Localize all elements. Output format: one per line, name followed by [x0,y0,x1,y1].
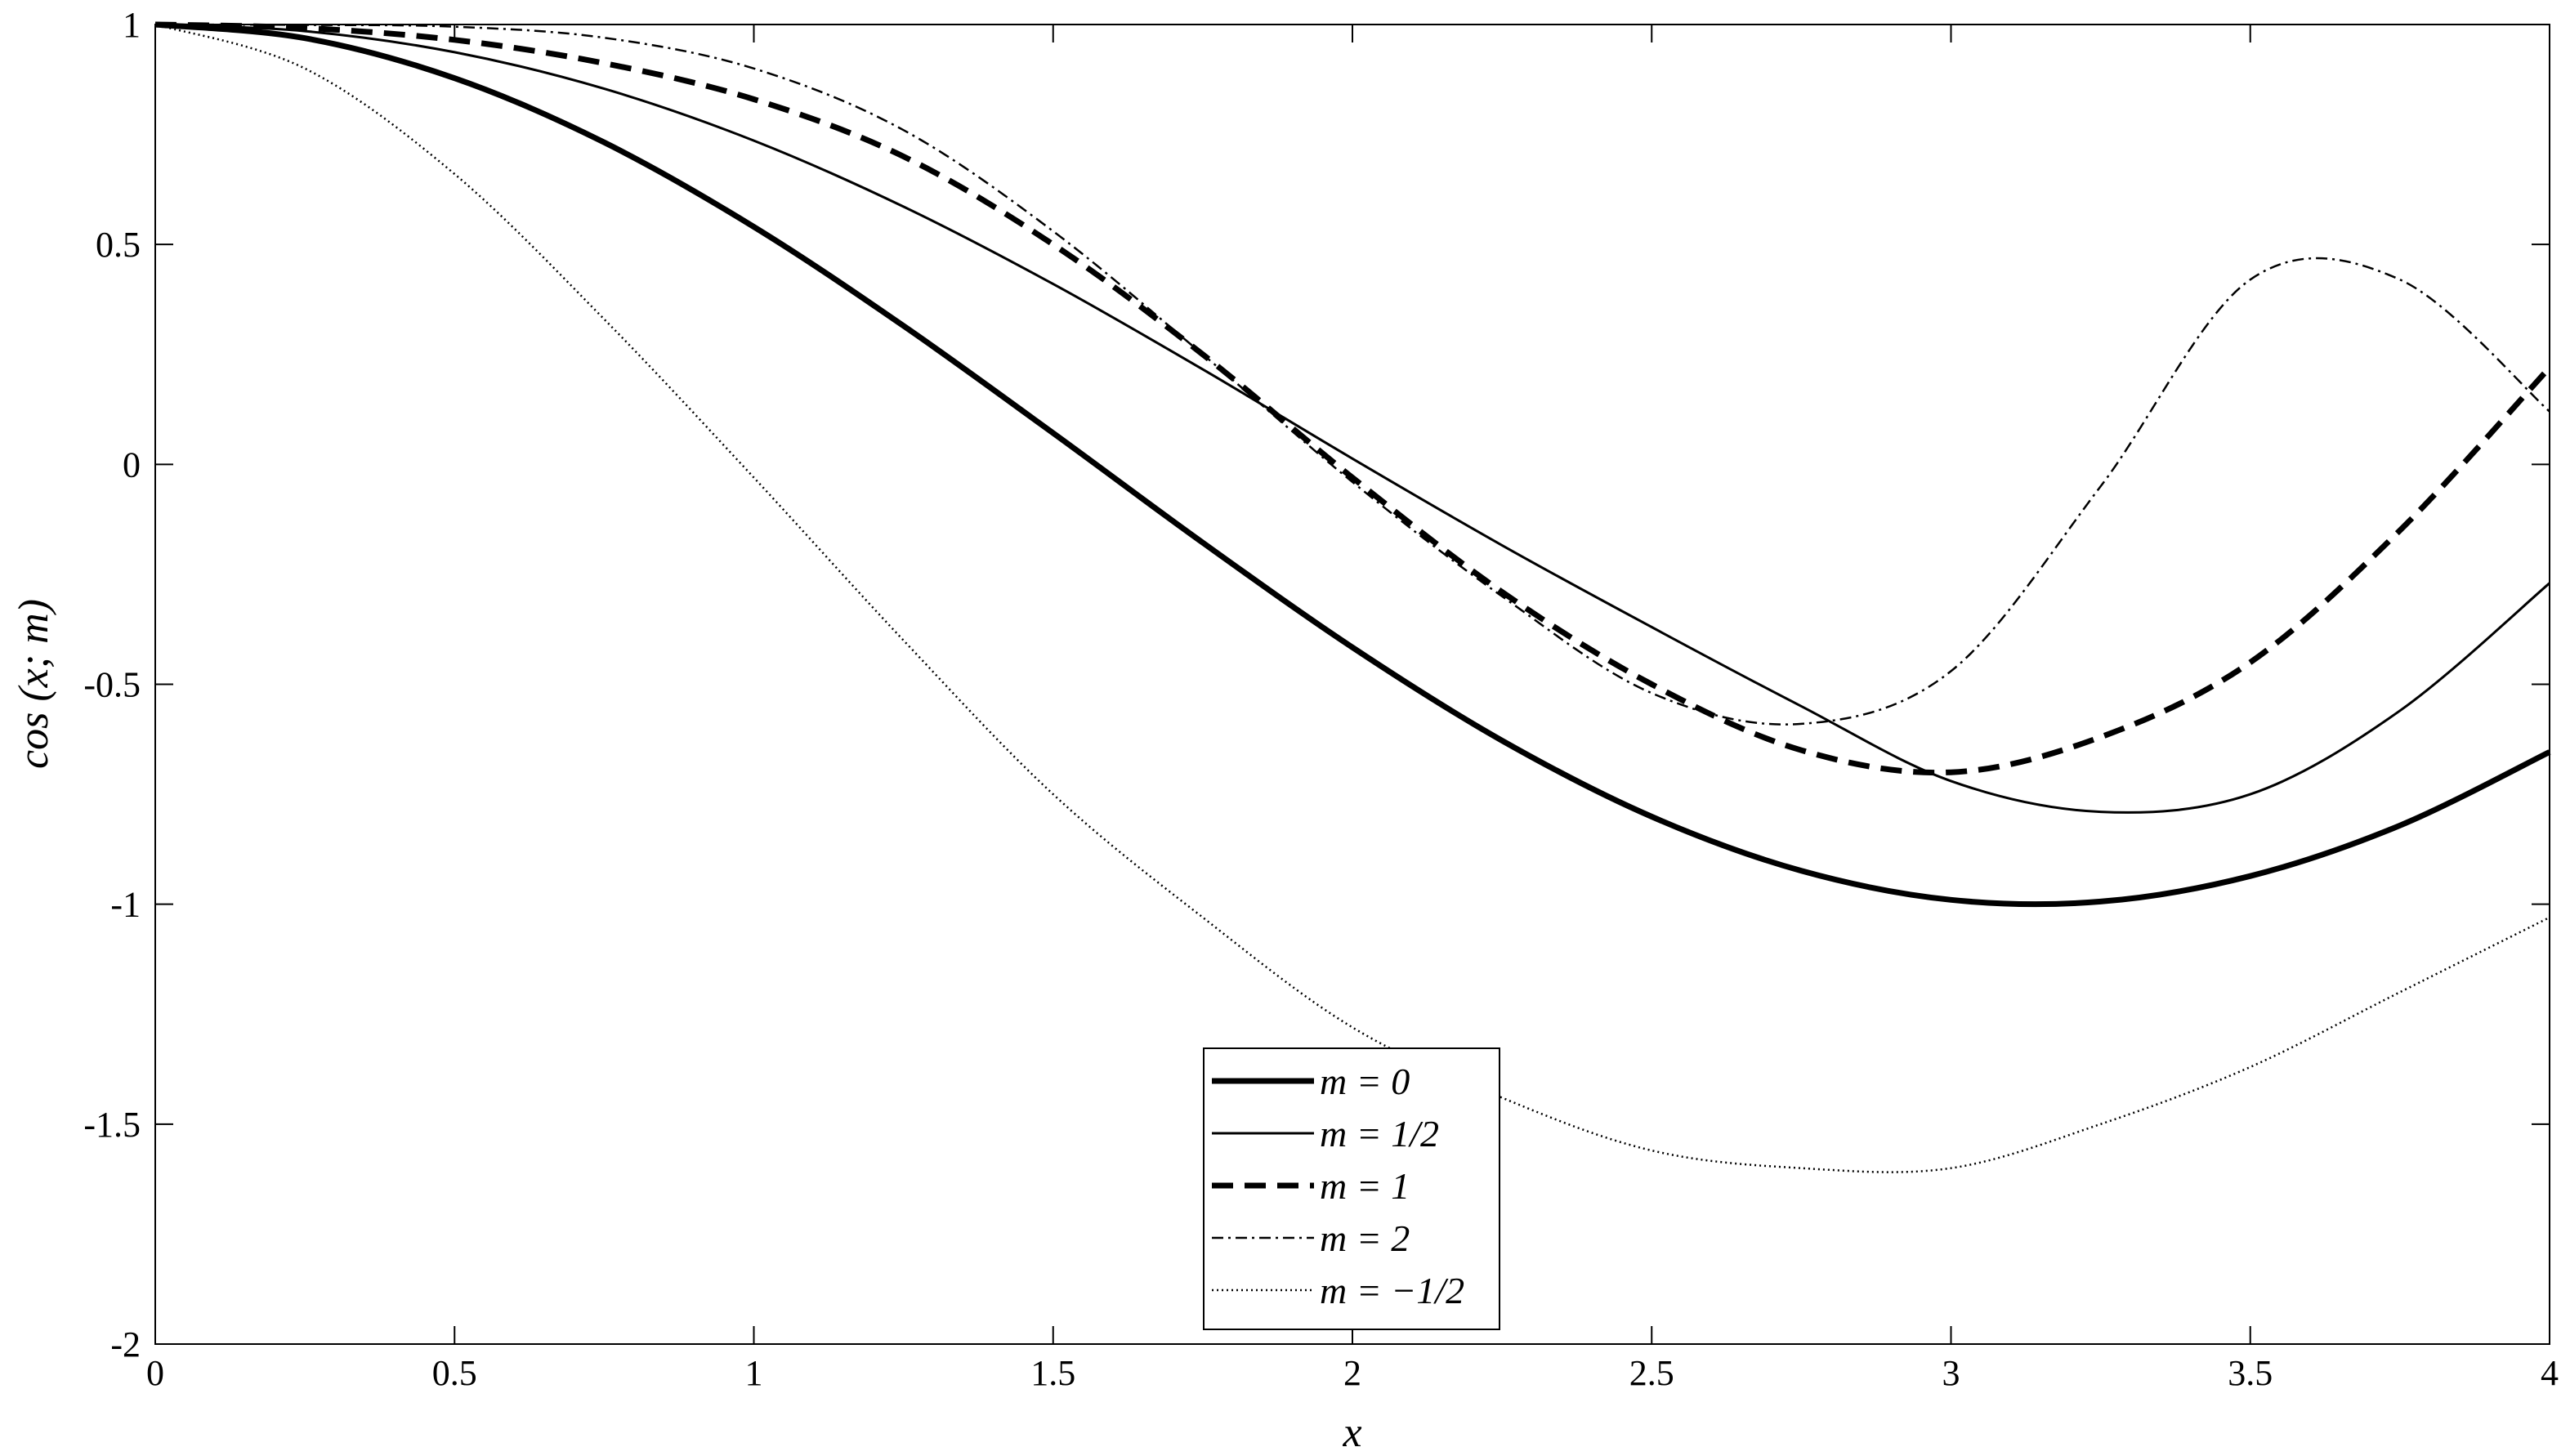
series-line-1 [154,21,2551,908]
y-tick-label: 0.5 [96,225,141,265]
series-line-2 [154,23,2550,814]
y-tick-label: 1 [123,5,141,45]
series-line-3 [154,21,2552,776]
legend-entry: m = −1/2 [1320,1270,1464,1311]
x-tick-label: 3 [1942,1353,1960,1393]
series-line-4 [154,23,2550,726]
y-tick-label: 0 [123,444,141,485]
axis-ticks: 0 0.5 1 1.5 2 2.5 3 3.5 4 1 0.5 0 -0.5 -1 -1.5 -2 [83,5,2559,1393]
legend-box [1203,1047,1500,1330]
x-tick-label: 2.5 [1629,1353,1674,1393]
y-tick-label: -0.5 [83,665,141,705]
legend-entry: m = 2 [1320,1217,1410,1259]
x-tick-label: 4 [2541,1353,2559,1393]
x-tick-label: 1.5 [1030,1353,1075,1393]
series-line-5 [154,23,2550,1173]
series-lines [154,21,2552,1173]
y-tick-label: -2 [110,1324,141,1364]
x-axis-label: x [1342,1409,1361,1456]
x-tick-label: 2 [1343,1353,1361,1393]
legend: m = 0 m = 1/2 m = 1 m = 2 m = −1/2 [1203,1047,1500,1330]
x-tick-label: 1 [745,1353,763,1393]
legend-entry: m = 0 [1320,1061,1410,1102]
y-axis-label: cos (x; m) [11,599,57,769]
x-tick-label: 0 [146,1353,164,1393]
x-tick-label: 0.5 [432,1353,477,1393]
y-tick-label: -1 [110,885,141,925]
legend-entry: m = 1/2 [1320,1113,1439,1155]
x-tick-label: 3.5 [2228,1353,2273,1393]
legend-entry: m = 1 [1320,1165,1410,1207]
y-tick-label: -1.5 [83,1105,141,1145]
